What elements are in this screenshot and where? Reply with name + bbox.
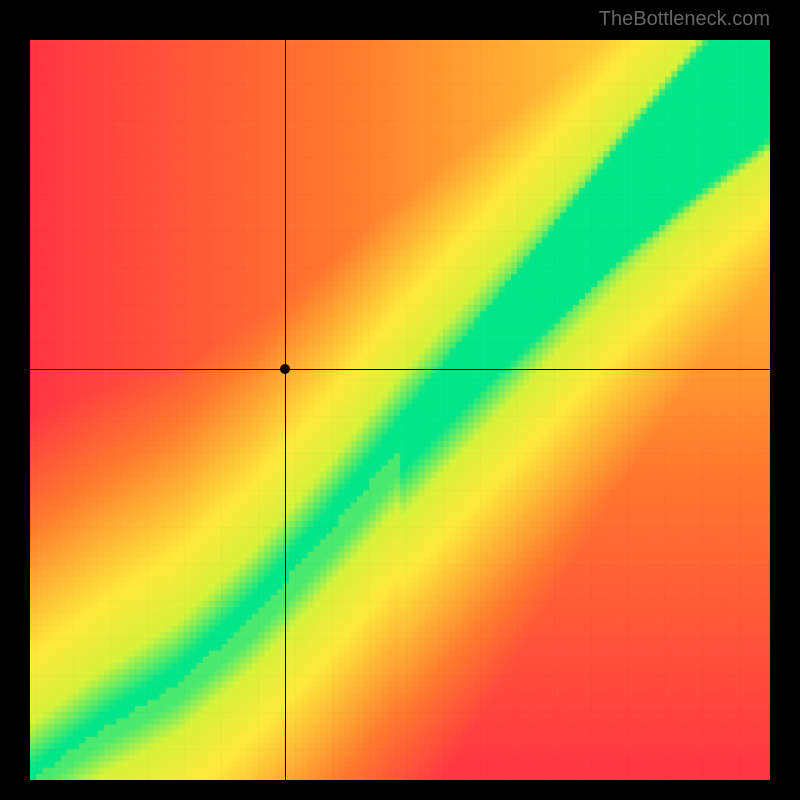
bottleneck-heatmap-chart: [30, 40, 770, 780]
heatmap-canvas: [30, 40, 770, 780]
crosshair-vertical: [285, 40, 286, 780]
crosshair-marker-dot: [280, 364, 290, 374]
crosshair-horizontal: [30, 369, 770, 370]
watermark-text: TheBottleneck.com: [599, 8, 770, 31]
